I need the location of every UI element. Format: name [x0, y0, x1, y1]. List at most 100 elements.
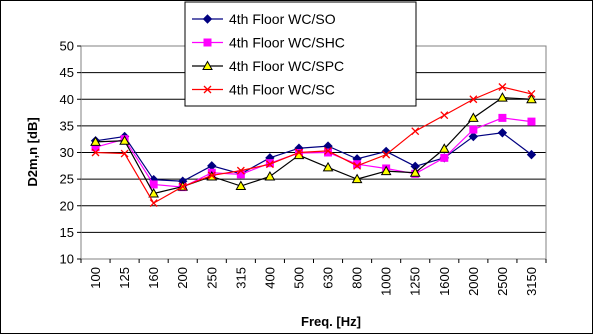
series-line — [95, 97, 532, 195]
marker-triangle — [202, 60, 213, 70]
x-axis: 100 125 160 200 250 315 400 500 630 800 1000 1250 16… — [80, 259, 547, 296]
marker-x-stroke — [382, 150, 391, 159]
y-tick-label: 40 — [60, 92, 74, 107]
x-tick-label: 2500 — [495, 267, 510, 296]
x-tick-label: 100 — [88, 267, 103, 289]
marker-diamond — [468, 131, 479, 142]
marker-x — [295, 148, 303, 157]
marker-square — [498, 113, 507, 122]
x-tick-label: 2000 — [466, 267, 481, 296]
series-line — [95, 117, 532, 188]
y-axis-title: D2m,n [dB] — [25, 117, 40, 186]
y-axis: 10 15 20 25 30 35 40 45 50 — [60, 39, 81, 267]
legend-entry: 4th Floor WC/SHC — [192, 35, 345, 51]
marker-x — [149, 199, 158, 208]
marker-x — [469, 95, 478, 104]
marker-x — [203, 85, 212, 94]
y-tick-label: 25 — [60, 172, 74, 187]
legend-label: 4th Floor WC/SC — [229, 82, 335, 98]
marker-x-stroke — [324, 146, 332, 155]
y-tick-label: 30 — [60, 145, 74, 160]
marker-x-stroke — [178, 182, 187, 191]
marker-square — [203, 38, 212, 47]
marker-square — [149, 180, 158, 189]
marker-x — [411, 127, 420, 136]
marker-x — [236, 166, 245, 175]
legend-label: 4th Floor WC/SPC — [229, 58, 344, 74]
series-3 — [91, 83, 536, 208]
marker-x — [265, 160, 274, 169]
x-tick-label: 1600 — [437, 267, 452, 296]
marker-x-stroke — [91, 148, 100, 157]
marker-x — [178, 182, 187, 191]
series-0 — [90, 128, 537, 186]
marker-x-stroke — [236, 166, 245, 175]
legend-label: 4th Floor WC/SO — [229, 11, 336, 27]
marker-x — [527, 89, 536, 98]
marker-triangle — [409, 167, 421, 177]
marker-triangle — [264, 170, 276, 181]
x-tick-label: 250 — [204, 267, 219, 289]
marker-x-stroke — [527, 89, 536, 98]
series-line — [95, 86, 532, 204]
marker-x — [440, 111, 449, 120]
marker-x — [120, 149, 129, 158]
marker-x — [207, 171, 216, 180]
marker-triangle — [90, 136, 101, 146]
y-tick-label: 50 — [60, 39, 74, 54]
y-tick-label: 35 — [60, 118, 74, 133]
marker-x-stroke — [498, 83, 507, 91]
marker-x-stroke — [440, 111, 449, 120]
marker-x-stroke — [207, 171, 216, 180]
x-tick-label: 500 — [291, 267, 306, 289]
legend: 4th Floor WC/SO 4th Floor WC/SHC 4th Floor… — [184, 1, 417, 107]
x-tick-label: 630 — [321, 267, 336, 289]
legend-box — [184, 1, 417, 107]
x-tick-label: 800 — [350, 267, 365, 289]
series-2 — [90, 92, 537, 198]
legend-entry: 4th Floor WC/SPC — [192, 58, 344, 74]
marker-x-stroke — [149, 199, 158, 208]
series-line — [95, 132, 532, 182]
marker-square — [527, 117, 536, 126]
marker-triangle — [322, 161, 334, 172]
marker-square — [236, 170, 245, 179]
x-tick-label: 160 — [146, 267, 161, 289]
legend-entry: 4th Floor WC/SO — [192, 11, 336, 27]
x-tick-label: 400 — [262, 267, 277, 289]
marker-triangle — [148, 187, 160, 198]
marker-triangle — [467, 112, 479, 122]
marker-x-stroke — [295, 148, 303, 157]
marker-x — [382, 150, 391, 159]
marker-x-stroke — [120, 149, 129, 158]
marker-diamond — [526, 149, 537, 160]
y-tick-label: 10 — [60, 252, 74, 267]
x-tick-label: 200 — [175, 267, 190, 289]
marker-triangle — [438, 143, 450, 153]
marker-square — [469, 125, 478, 134]
marker-x — [498, 83, 507, 91]
series-group — [90, 83, 537, 208]
marker-diamond — [202, 14, 213, 24]
marker-square — [440, 153, 449, 162]
marker-x — [324, 146, 332, 155]
x-tick-label: 315 — [233, 267, 248, 289]
marker-x-stroke — [203, 85, 212, 94]
marker-triangle — [119, 135, 130, 145]
legend-entry: 4th Floor WC/SC — [192, 82, 335, 98]
marker-diamond — [207, 161, 217, 171]
x-axis-title: Freq. [Hz] — [301, 314, 361, 329]
marker-triangle — [235, 180, 247, 191]
marker-triangle — [351, 173, 363, 184]
marker-x-stroke — [265, 160, 274, 169]
y-tick-label: 15 — [60, 225, 74, 240]
x-tick-label: 1250 — [408, 267, 423, 296]
marker-x — [353, 161, 362, 170]
marker-x-stroke — [411, 127, 420, 136]
y-tick-label: 20 — [60, 198, 74, 213]
marker-triangle — [380, 165, 392, 176]
x-tick-label: 3150 — [524, 267, 539, 296]
y-tick-label: 45 — [60, 65, 74, 80]
marker-diamond — [497, 128, 508, 138]
